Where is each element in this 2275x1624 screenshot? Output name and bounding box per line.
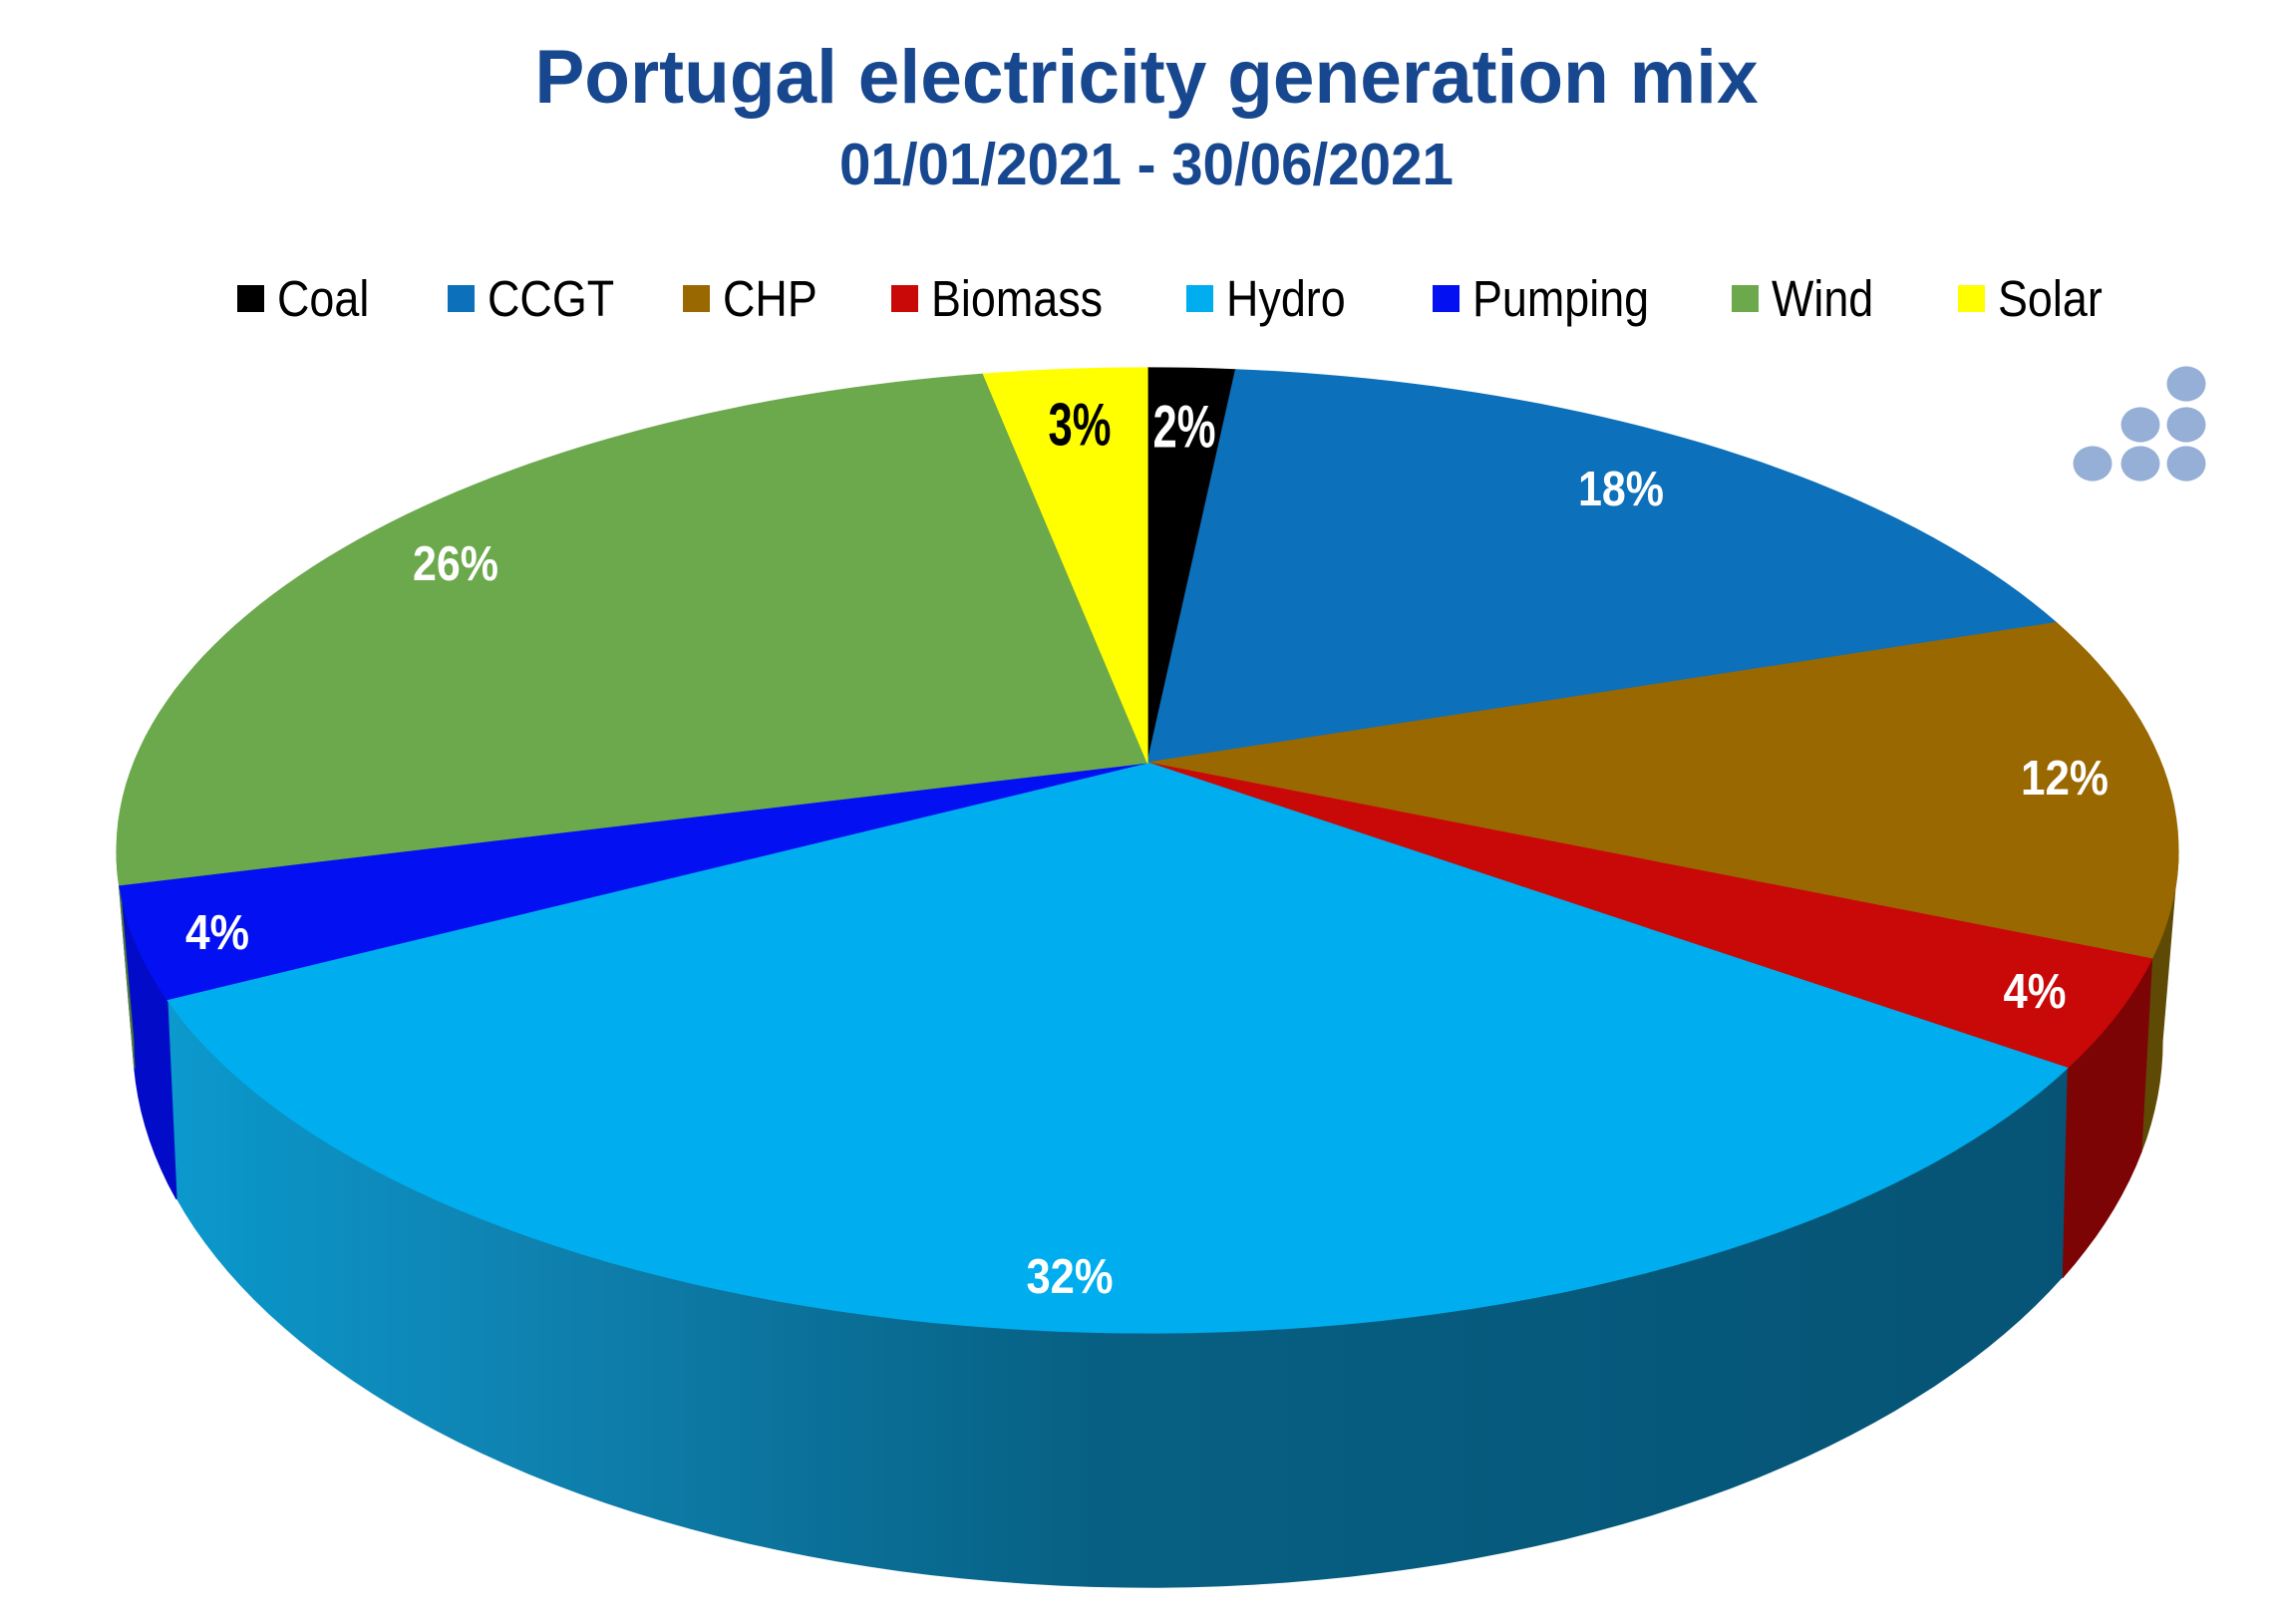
svg-text:3%: 3% <box>1049 392 1112 459</box>
svg-text:32%: 32% <box>1027 1250 1114 1304</box>
svg-text:26%: 26% <box>413 537 498 591</box>
svg-text:2%: 2% <box>1153 394 1216 461</box>
svg-text:12%: 12% <box>2021 752 2109 806</box>
svg-text:4%: 4% <box>185 906 249 960</box>
svg-text:18%: 18% <box>1578 463 1664 516</box>
svg-text:4%: 4% <box>2004 965 2067 1019</box>
